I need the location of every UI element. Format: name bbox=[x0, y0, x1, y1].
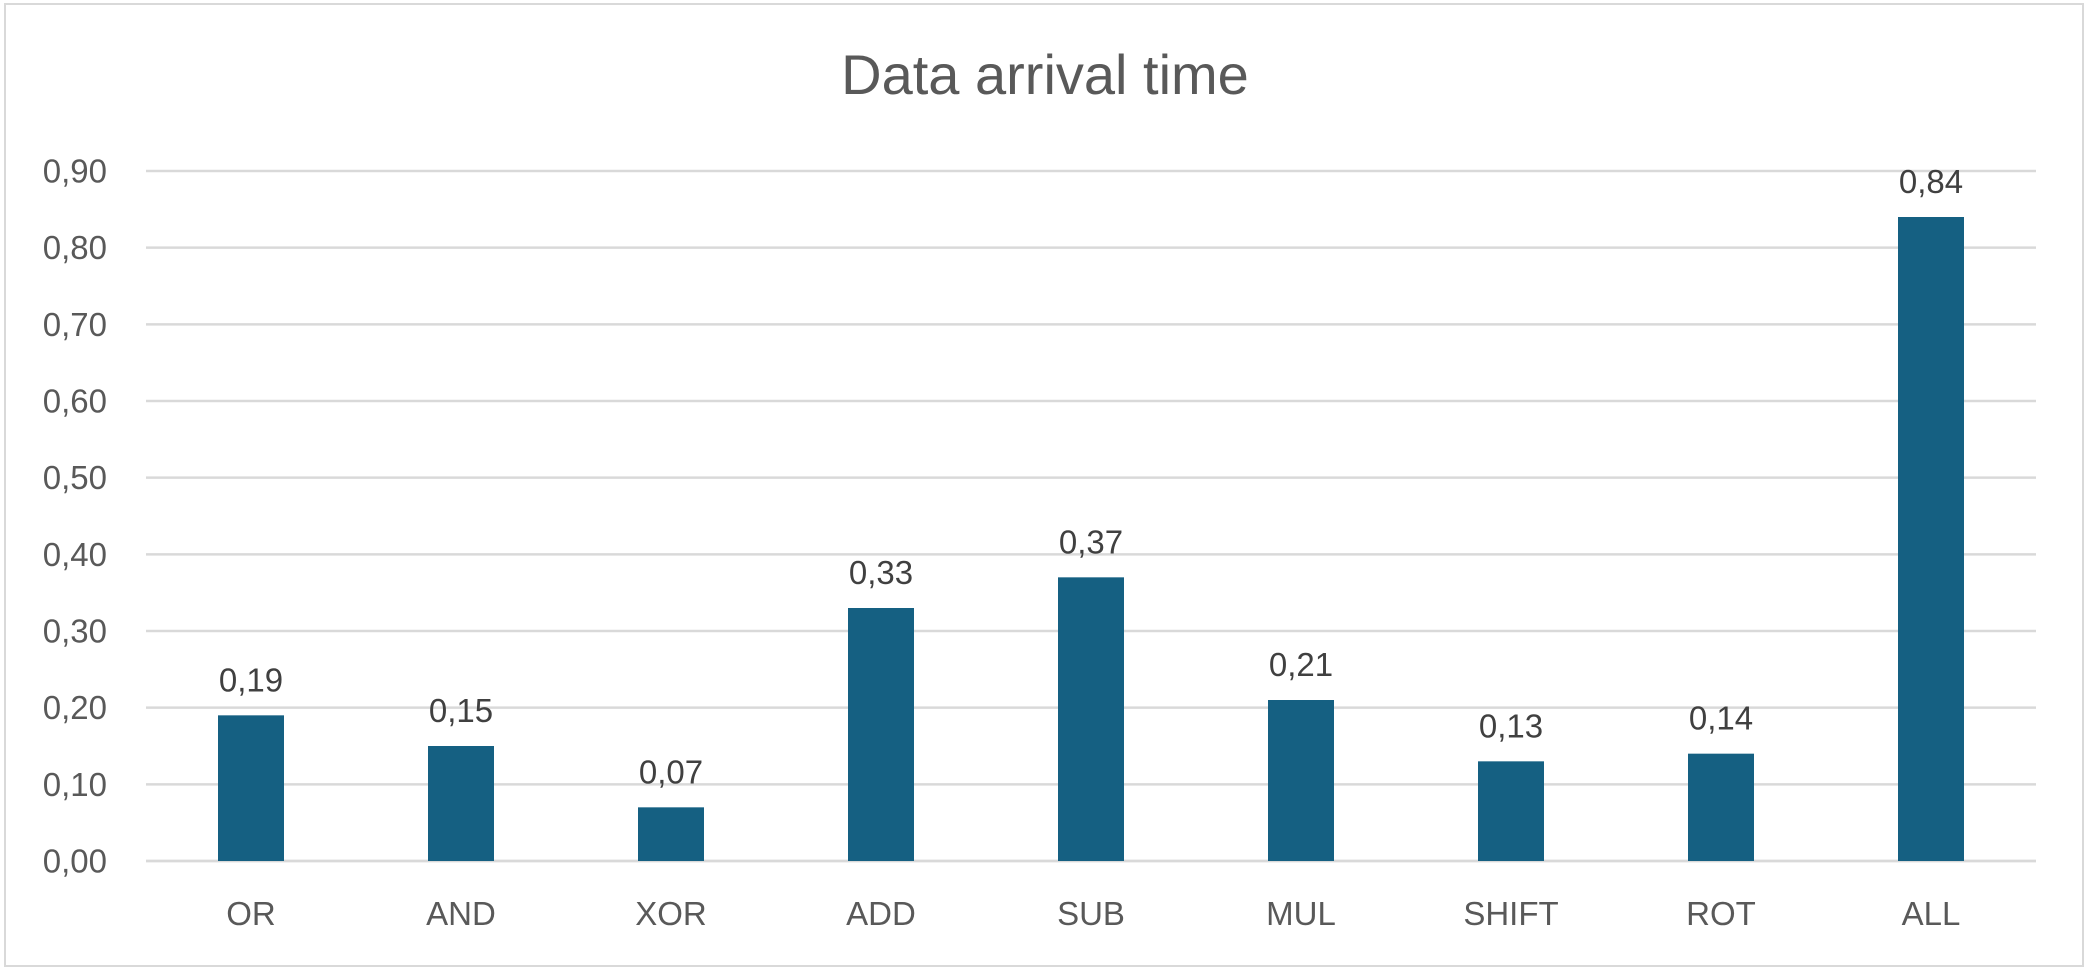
data-label: 0,19 bbox=[219, 661, 283, 698]
x-tick-label: OR bbox=[226, 895, 276, 932]
x-tick-label: SHIFT bbox=[1463, 895, 1558, 932]
bar bbox=[1478, 761, 1544, 861]
bar bbox=[1058, 577, 1124, 861]
y-tick-label: 0,70 bbox=[43, 306, 107, 343]
y-tick-label: 0,80 bbox=[43, 229, 107, 266]
data-label: 0,07 bbox=[639, 753, 703, 790]
data-label: 0,13 bbox=[1479, 707, 1543, 744]
bar bbox=[1898, 217, 1964, 861]
bars bbox=[218, 217, 1964, 861]
data-label: 0,14 bbox=[1689, 700, 1753, 737]
bar bbox=[638, 807, 704, 861]
y-tick-label: 0,20 bbox=[43, 689, 107, 726]
x-tick-label: AND bbox=[426, 895, 496, 932]
data-label: 0,37 bbox=[1059, 523, 1123, 560]
y-tick-label: 0,60 bbox=[43, 383, 107, 420]
bar bbox=[848, 608, 914, 861]
y-tick-label: 0,30 bbox=[43, 613, 107, 650]
x-axis-ticks: OR AND XOR ADD SUB MUL SHIFT ROT ALL bbox=[226, 895, 1960, 932]
chart-title: Data arrival time bbox=[841, 43, 1249, 106]
data-label: 0,21 bbox=[1269, 646, 1333, 683]
data-label: 0,33 bbox=[849, 554, 913, 591]
y-tick-label: 0,90 bbox=[43, 153, 107, 190]
data-label: 0,15 bbox=[429, 692, 493, 729]
x-tick-label: XOR bbox=[635, 895, 707, 932]
y-axis-ticks: 0,00 0,10 0,20 0,30 0,40 0,50 0,60 0,70 0,80 0,90 bbox=[43, 153, 107, 880]
bar bbox=[1268, 700, 1334, 861]
x-tick-label: MUL bbox=[1266, 895, 1336, 932]
x-tick-label: ALL bbox=[1902, 895, 1961, 932]
x-tick-label: SUB bbox=[1057, 895, 1125, 932]
y-tick-label: 0,00 bbox=[43, 843, 107, 880]
x-tick-label: ROT bbox=[1686, 895, 1756, 932]
x-tick-label: ADD bbox=[846, 895, 916, 932]
y-tick-label: 0,50 bbox=[43, 459, 107, 496]
y-tick-label: 0,40 bbox=[43, 536, 107, 573]
data-labels: 0,19 0,15 0,07 0,33 0,37 0,21 0,13 0,14 0,84 bbox=[219, 163, 1963, 790]
bar bbox=[218, 715, 284, 861]
data-label: 0,84 bbox=[1899, 163, 1963, 200]
bar bbox=[1688, 753, 1754, 861]
bar bbox=[428, 746, 494, 861]
y-tick-label: 0,10 bbox=[43, 766, 107, 803]
